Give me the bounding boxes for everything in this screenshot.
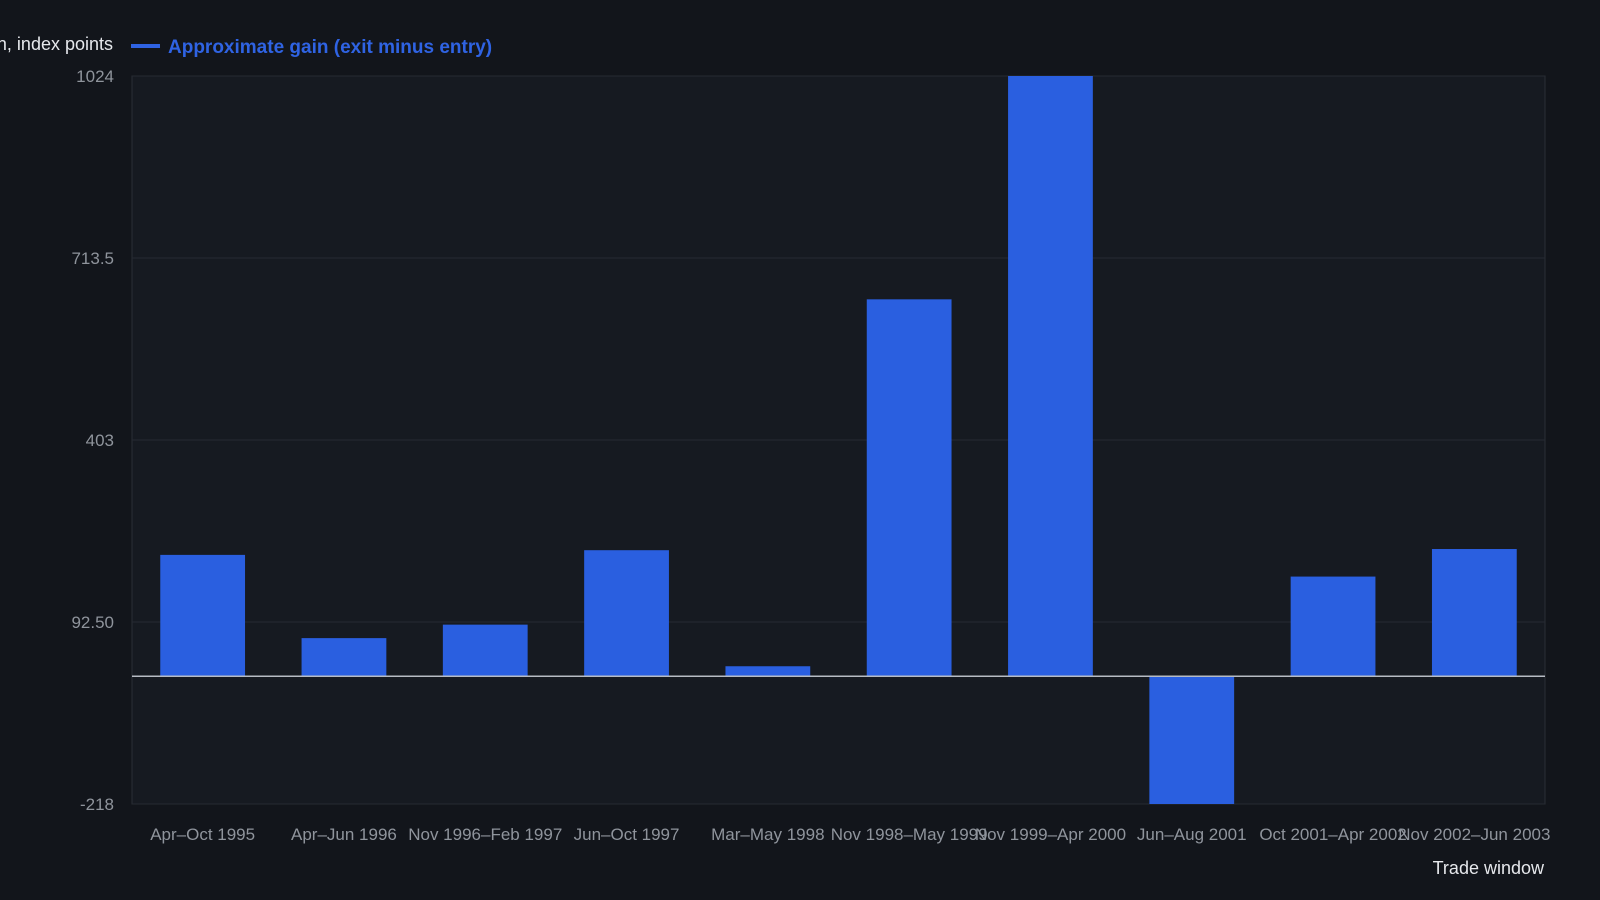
- gridlines: [132, 75, 1545, 805]
- x-axis-title: Trade window: [1433, 858, 1545, 878]
- y-tick-label: 403: [86, 431, 114, 450]
- y-tick-label: -218: [80, 795, 114, 814]
- x-tick-label: Apr–Jun 1996: [291, 825, 397, 844]
- bar: [1431, 549, 1517, 677]
- bar: [442, 624, 528, 677]
- bar: [725, 666, 811, 677]
- y-tick-labels: 1024 713.5 403 92.50 -218: [71, 67, 114, 814]
- bar: [1008, 76, 1093, 677]
- x-tick-label: Nov 1996–Feb 1997: [408, 825, 562, 844]
- x-tick-label: Mar–May 1998: [711, 825, 824, 844]
- x-tick-label: Oct 2001–Apr 2002: [1259, 825, 1406, 844]
- y-tick-label: 713.5: [71, 249, 114, 268]
- x-tick-labels: Apr–Oct 1995 Apr–Jun 1996 Nov 1996–Feb 199…: [150, 825, 1550, 844]
- y-axis-title: Gain, index points: [0, 34, 113, 54]
- y-tick-label: 1024: [76, 67, 114, 86]
- x-tick-label: Nov 1999–Apr 2000: [975, 825, 1126, 844]
- x-tick-label: Apr–Oct 1995: [150, 825, 255, 844]
- x-tick-label: Nov 1998–May 1999: [831, 825, 988, 844]
- bars: [160, 76, 1517, 804]
- x-tick-label: Jun–Oct 1997: [574, 825, 680, 844]
- bar: [301, 638, 387, 677]
- y-tick-label: 92.50: [71, 613, 114, 632]
- bar: [584, 550, 669, 677]
- legend-label: Approximate gain (exit minus entry): [168, 37, 492, 58]
- x-tick-label: Nov 2002–Jun 2003: [1398, 825, 1550, 844]
- bar: [160, 554, 246, 677]
- x-tick-label: Jun–Aug 2001: [1137, 825, 1247, 844]
- bar: [1290, 576, 1376, 677]
- bar: [1149, 676, 1235, 804]
- bar: [866, 299, 952, 677]
